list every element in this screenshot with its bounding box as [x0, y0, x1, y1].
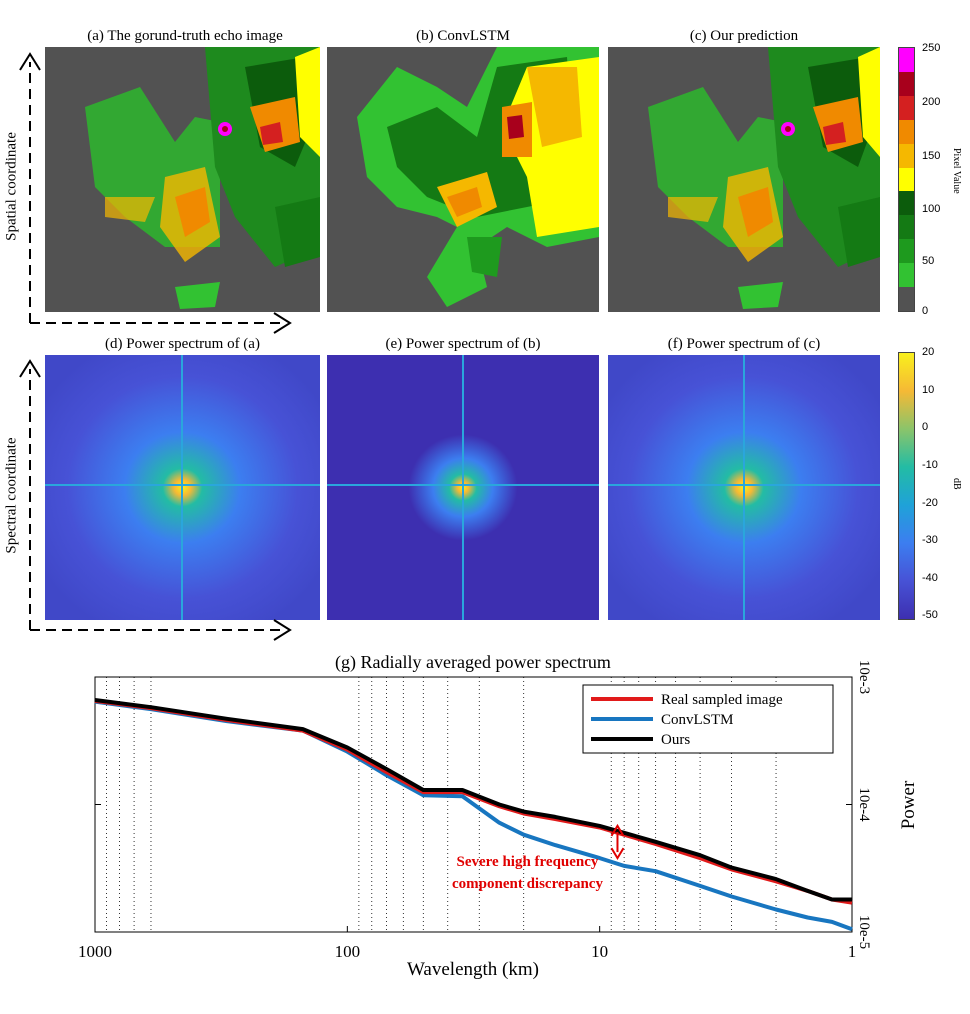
colorbar1-segment	[899, 215, 914, 240]
y-tick-label: 10e-3	[856, 660, 872, 694]
panel-c-echo-image	[608, 47, 880, 312]
cbar1-tick: 0	[922, 305, 929, 317]
panel-d-spectrum	[45, 355, 320, 620]
cbar2-tick: -20	[922, 497, 938, 509]
annotation-arrow-head-down	[610, 847, 625, 861]
legend-label: Real sampled image	[661, 692, 783, 708]
cbar2-tick: -10	[922, 459, 938, 471]
colorbar1-segment	[899, 239, 914, 264]
x-tick-label: 1000	[78, 942, 112, 961]
legend-label: Ours	[661, 732, 690, 748]
cbar1-tick: 250	[922, 42, 941, 54]
x-tick-label: 10	[591, 942, 608, 961]
cbar1-tick: 150	[922, 150, 941, 162]
panel-c-title: (c) Our prediction	[689, 28, 799, 44]
series-line-ours	[94, 698, 852, 902]
spatial-axis-arrows	[19, 52, 292, 334]
colorbar2-label: dB	[951, 478, 962, 490]
colorbar1-segment	[899, 119, 914, 144]
panel-f-title: (f) Power spectrum of (c)	[667, 336, 821, 352]
colorbar1-segment	[899, 167, 914, 192]
panel-e-spectrum	[327, 355, 599, 620]
annotation-arrow-head-up	[610, 823, 625, 837]
cbar2-tick: -40	[922, 572, 938, 584]
legend: Real sampled image ConvLSTM Ours	[582, 684, 834, 754]
radial-power-spectrum-chart: (g) Radially averaged power spectrum 100…	[78, 652, 919, 980]
panel-b-echo-image	[327, 47, 599, 312]
colorbar1-label: Pixel Value	[951, 148, 962, 194]
cbar2-tick: -50	[922, 609, 938, 621]
colorbar1-segment	[899, 95, 914, 120]
vertical-gridlines	[106, 677, 777, 932]
panel-e-title: (e) Power spectrum of (b)	[385, 336, 541, 352]
chart-title: (g) Radially averaged power spectrum	[335, 652, 611, 673]
colorbar1-segment	[899, 287, 914, 311]
panel-a-title: (a) The gorund-truth echo image	[87, 28, 283, 44]
y-tick-label: 10e-4	[856, 787, 872, 822]
colorbar-db	[898, 352, 915, 620]
panel-b-title: (b) ConvLSTM	[416, 28, 510, 44]
cbar2-tick: 0	[922, 421, 929, 433]
legend-label: ConvLSTM	[661, 712, 734, 728]
colorbar1-segment	[899, 191, 914, 216]
y-tick-label: 10e-5	[856, 915, 872, 949]
annotation-text: Severe high frequency	[457, 854, 599, 870]
cbar1-tick: 200	[922, 96, 941, 108]
cbar2-tick: 10	[922, 384, 935, 396]
colorbar1-segment	[899, 71, 914, 96]
cbar1-tick: 100	[922, 203, 941, 215]
colorbar1-segment	[899, 263, 914, 288]
annotation-text: component discrepancy	[452, 876, 603, 892]
x-tick-label: 1	[848, 942, 857, 961]
colorbar1-segment	[899, 143, 914, 168]
panel-d-title: (d) Power spectrum of (a)	[105, 336, 260, 352]
panel-a-echo-image	[45, 47, 320, 312]
cbar2-tick: -30	[922, 534, 938, 546]
y-axis-label: Power	[898, 780, 919, 829]
cbar1-tick: 50	[922, 255, 935, 267]
panel-f-spectrum	[608, 355, 880, 620]
colorbar-pixel-value	[898, 47, 915, 312]
x-tick-label: 100	[335, 942, 361, 961]
colorbar1-segment	[899, 48, 914, 72]
x-axis-label: Wavelength (km)	[407, 959, 539, 980]
cbar2-tick: 20	[922, 346, 935, 358]
spectral-axis-arrows	[19, 359, 292, 641]
